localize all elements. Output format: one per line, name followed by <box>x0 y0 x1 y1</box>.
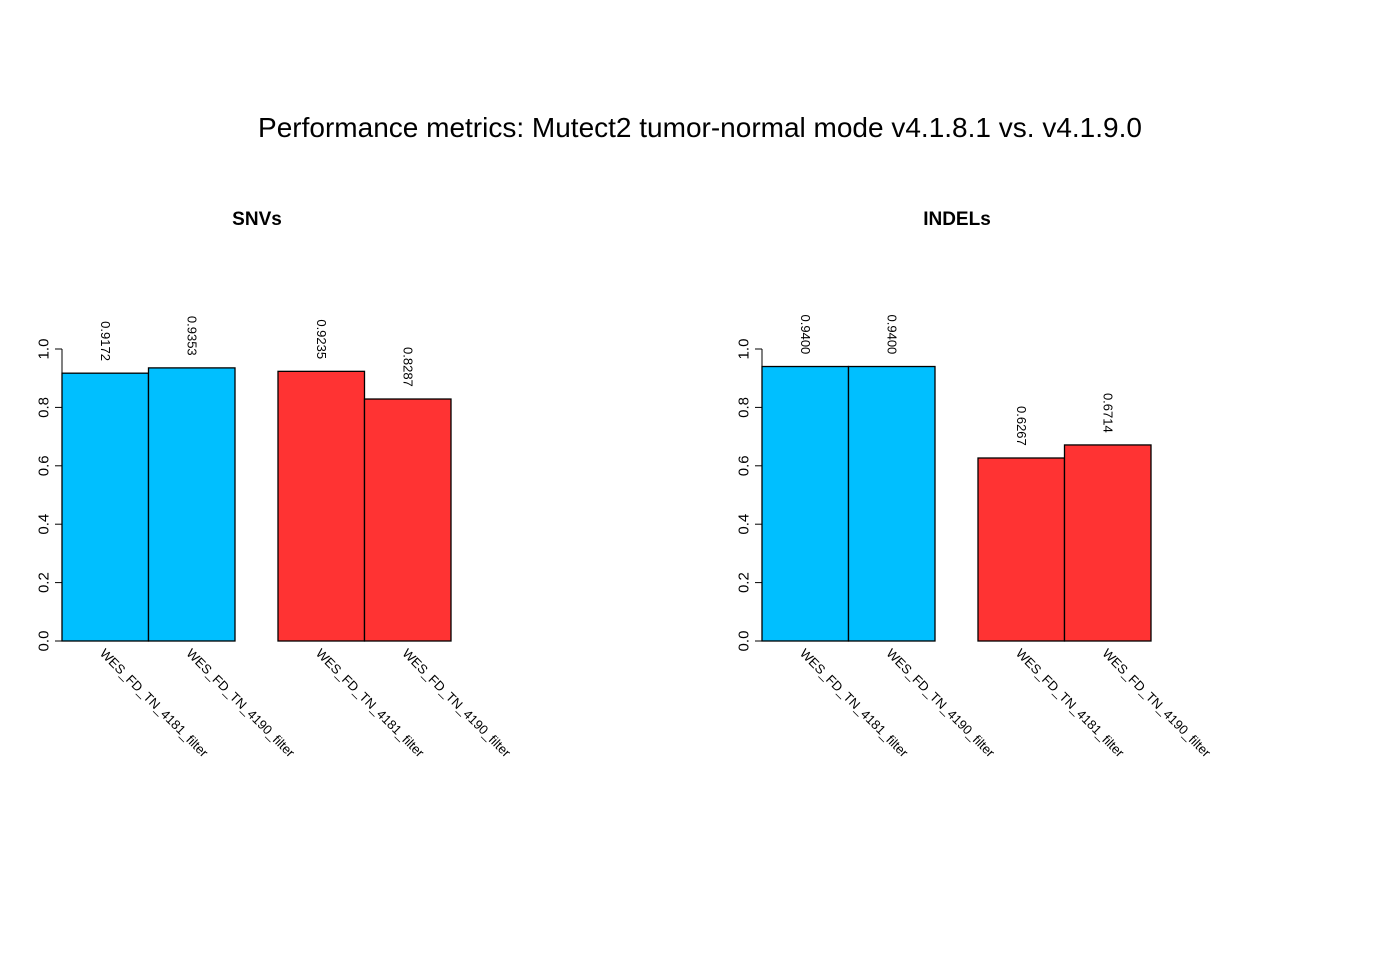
y-tick-label: 0.4 <box>736 514 753 535</box>
bar <box>363 398 452 642</box>
bar-value-label: 0.9400 <box>798 315 813 355</box>
bar <box>147 367 236 642</box>
bar-value-label: 0.9400 <box>884 315 899 355</box>
bar-value-label: 0.8287 <box>400 347 415 387</box>
y-tick-label: 1.0 <box>736 339 753 360</box>
page-title: Performance metrics: Mutect2 tumor-norma… <box>258 112 1142 143</box>
panel-title: SNVs <box>232 209 282 230</box>
bar-value-label: 0.6267 <box>1014 406 1029 446</box>
bar-value-label: 0.9172 <box>98 321 113 361</box>
bar-value-label: 0.6714 <box>1100 393 1115 433</box>
y-tick-label: 0.2 <box>36 572 53 593</box>
y-tick-label: 1.0 <box>36 339 53 360</box>
bar <box>277 370 366 642</box>
panel-title: INDELs <box>923 209 991 230</box>
bar <box>977 457 1066 642</box>
y-tick-label: 0.8 <box>36 397 53 418</box>
y-tick-label: 0.2 <box>736 572 753 593</box>
bar <box>1063 444 1152 642</box>
bar-value-label: 0.9353 <box>184 316 199 356</box>
bar <box>761 365 850 642</box>
y-tick-label: 0.8 <box>736 397 753 418</box>
y-tick-label: 0.0 <box>736 631 753 652</box>
y-tick-label: 0.6 <box>36 455 53 476</box>
bar <box>847 365 936 642</box>
y-tick-label: 0.0 <box>36 631 53 652</box>
bar-value-label: 0.9235 <box>314 319 329 359</box>
y-tick-label: 0.4 <box>36 514 53 535</box>
y-tick-label: 0.6 <box>736 455 753 476</box>
bar <box>61 372 150 642</box>
